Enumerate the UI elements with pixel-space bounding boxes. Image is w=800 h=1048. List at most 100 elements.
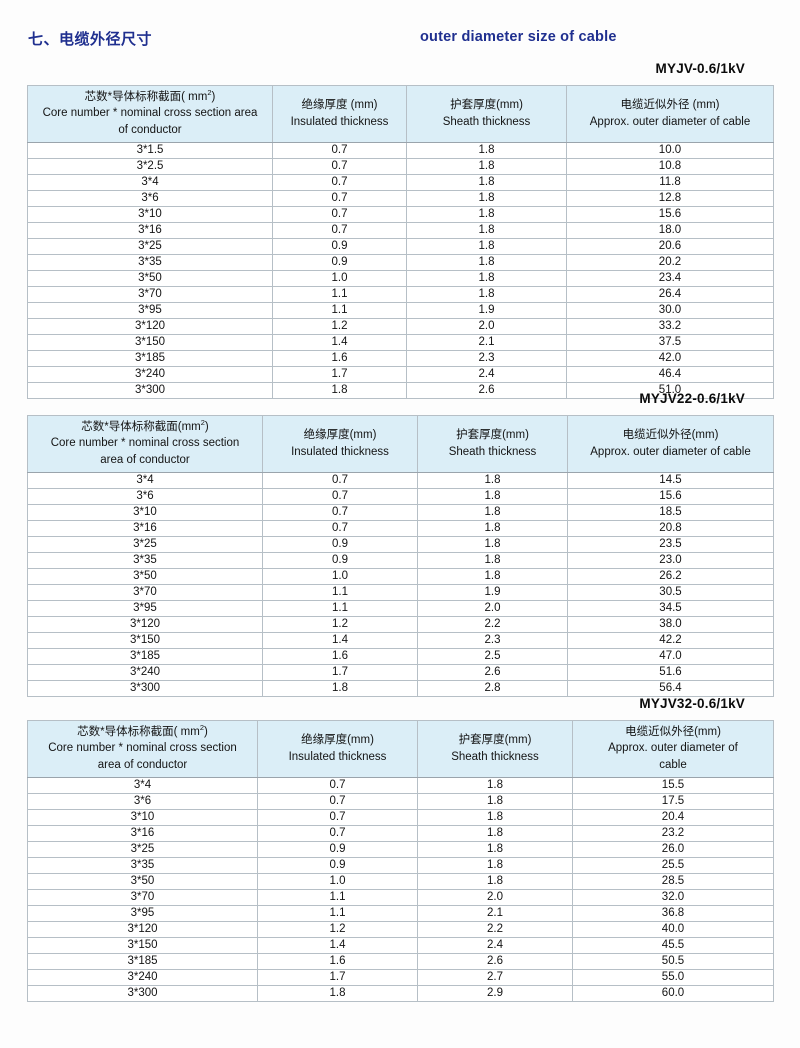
model-label-myjv22: MYJV22-0.6/1kV: [639, 391, 745, 406]
table-row: 3*35 0.9 1.8 20.2: [27, 253, 774, 271]
cell-outer-diameter: 23.2: [572, 824, 774, 842]
col2-en-text: Insulated thickness: [288, 750, 387, 763]
cell-outer-diameter: 11.8: [566, 173, 774, 191]
cell-core-spec: 3*300: [27, 984, 258, 1002]
cell-core-spec: 3*35: [27, 856, 258, 874]
cell-core-spec: 3*150: [27, 936, 258, 954]
table-row: 3*50 1.0 1.8 23.4: [27, 269, 774, 287]
cell-sheath-thickness: 1.9: [417, 583, 568, 601]
table-row: 3*10 0.7 1.8 18.5: [27, 503, 774, 521]
cell-sheath-thickness: 1.8: [417, 551, 568, 569]
table-row: 3*4 0.7 1.8 14.5: [27, 471, 774, 489]
cell-insulation-thickness: 0.9: [257, 840, 418, 858]
cell-sheath-thickness: 1.8: [417, 535, 568, 553]
column-header-core-spec: 芯数*导体标称截面( mm2) Core number * nominal cr…: [27, 719, 258, 778]
table-row: 3*95 1.1 1.9 30.0: [27, 301, 774, 319]
cell-core-spec: 3*70: [27, 888, 258, 906]
col3-unit: (mm): [504, 733, 532, 746]
cell-sheath-thickness: 1.8: [417, 776, 573, 794]
cell-insulation-thickness: 1.4: [257, 936, 418, 954]
cell-insulation-thickness: 0.7: [262, 503, 418, 521]
col4-en-text: Approx. outer diameter of cable: [590, 445, 751, 458]
table-body-myjv32: 3*4 0.7 1.8 15.5 3*6 0.7 1.8 17.5 3*10 0.7 1.8 20.4…: [27, 776, 774, 1002]
cell-core-spec: 3*4: [27, 471, 263, 489]
table-row: 3*185 1.6 2.6 50.5: [27, 952, 774, 970]
cell-sheath-thickness: 2.0: [417, 599, 568, 617]
cell-core-spec: 3*240: [27, 365, 273, 383]
cell-insulation-thickness: 1.7: [257, 968, 418, 986]
section-title-english: outer diameter size of cable: [420, 29, 617, 45]
cell-insulation-thickness: 1.2: [257, 920, 418, 938]
table-row: 3*70 1.1 2.0 32.0: [27, 888, 774, 906]
spec-table-block-myjv22: MYJV22-0.6/1kV 芯数*导体标称截面(mm2) Core numbe…: [27, 391, 774, 697]
table-row: 3*10 0.7 1.8 15.6: [27, 205, 774, 223]
col3-unit: (mm): [496, 98, 523, 111]
cell-insulation-thickness: 1.4: [262, 631, 418, 649]
table-body-myjv: 3*1.5 0.7 1.8 10.0 3*2.5 0.7 1.8 10.8 3*4 0.7 1.8 1…: [27, 141, 774, 399]
cell-outer-diameter: 12.8: [566, 189, 774, 207]
section-title-chinese: 七、电缆外径尺寸: [28, 31, 153, 48]
cell-outer-diameter: 26.0: [572, 840, 774, 858]
cell-core-spec: 3*2.5: [27, 157, 273, 175]
cell-outer-diameter: 17.5: [572, 792, 774, 810]
cell-insulation-thickness: 0.7: [257, 792, 418, 810]
cell-core-spec: 3*35: [27, 551, 263, 569]
cell-outer-diameter: 20.8: [567, 519, 774, 537]
cell-insulation-thickness: 1.6: [257, 952, 418, 970]
cell-sheath-thickness: 1.8: [417, 503, 568, 521]
col4-unit: (mm): [691, 428, 719, 441]
cell-insulation-thickness: 0.7: [272, 157, 407, 175]
table-row: 3*185 1.6 2.5 47.0: [27, 647, 774, 665]
col1-unit-superscript: 2: [200, 417, 205, 427]
table-row: 3*150 1.4 2.1 37.5: [27, 333, 774, 351]
cell-core-spec: 3*70: [27, 583, 263, 601]
table-row: 3*35 0.9 1.8 23.0: [27, 551, 774, 569]
col4-cn-text: 电缆近似外径: [625, 725, 695, 738]
cell-sheath-thickness: 2.9: [417, 984, 573, 1002]
cell-sheath-thickness: 2.0: [406, 317, 567, 335]
cell-sheath-thickness: 1.8: [417, 487, 568, 505]
cell-outer-diameter: 33.2: [566, 317, 774, 335]
table-body-myjv22: 3*4 0.7 1.8 14.5 3*6 0.7 1.8 15.6 3*10 0.7 1.8 18.5…: [27, 471, 774, 697]
cell-core-spec: 3*50: [27, 567, 263, 585]
cell-sheath-thickness: 1.8: [417, 519, 568, 537]
cell-outer-diameter: 60.0: [572, 984, 774, 1002]
cell-insulation-thickness: 0.7: [272, 141, 407, 159]
table-row: 3*25 0.9 1.8 26.0: [27, 840, 774, 858]
col2-cn-text: 绝缘厚度: [303, 428, 350, 441]
col1-unit-superscript: 2: [199, 722, 204, 732]
model-label-myjv32: MYJV32-0.6/1kV: [639, 696, 745, 711]
col1-cn-text: 芯数*导体标称截面: [81, 420, 178, 433]
cell-core-spec: 3*35: [27, 253, 273, 271]
col2-unit: (mm): [347, 98, 378, 111]
cell-sheath-thickness: 2.0: [417, 888, 573, 906]
cell-insulation-thickness: 1.0: [262, 567, 418, 585]
model-label-myjv: MYJV-0.6/1kV: [655, 61, 745, 76]
cell-outer-diameter: 14.5: [567, 471, 774, 489]
table-row: 3*120 1.2 2.2 38.0: [27, 615, 774, 633]
cell-core-spec: 3*4: [27, 776, 258, 794]
table-row: 3*120 1.2 2.0 33.2: [27, 317, 774, 335]
cell-outer-diameter: 38.0: [567, 615, 774, 633]
col4-en-text: Approx. outer diameter of cable: [589, 115, 751, 128]
table-row: 3*185 1.6 2.3 42.0: [27, 349, 774, 367]
col2-en-text: Insulated thickness: [290, 115, 389, 128]
cell-outer-diameter: 10.8: [566, 157, 774, 175]
table-row: 3*300 1.8 2.6 51.0: [27, 381, 774, 399]
column-header-insulation-thickness: 绝缘厚度(mm) Insulated thickness: [257, 719, 418, 778]
cell-core-spec: 3*185: [27, 647, 263, 665]
cell-sheath-thickness: 1.8: [417, 840, 573, 858]
cell-outer-diameter: 23.4: [566, 269, 774, 287]
cell-insulation-thickness: 0.9: [272, 253, 407, 271]
cell-sheath-thickness: 1.8: [417, 567, 568, 585]
col3-en-text: Sheath thickness: [442, 115, 531, 128]
cell-outer-diameter: 23.0: [567, 551, 774, 569]
col1-en-line1: Core number * nominal cross section area: [42, 107, 258, 120]
cell-sheath-thickness: 1.8: [406, 189, 567, 207]
cell-sheath-thickness: 2.6: [406, 381, 567, 399]
col3-cn-text: 护套厚度: [450, 98, 497, 111]
table-row: 3*16 0.7 1.8 23.2: [27, 824, 774, 842]
cell-insulation-thickness: 0.7: [272, 173, 407, 191]
cell-core-spec: 3*25: [27, 535, 263, 553]
table-row: 3*4 0.7 1.8 15.5: [27, 776, 774, 794]
